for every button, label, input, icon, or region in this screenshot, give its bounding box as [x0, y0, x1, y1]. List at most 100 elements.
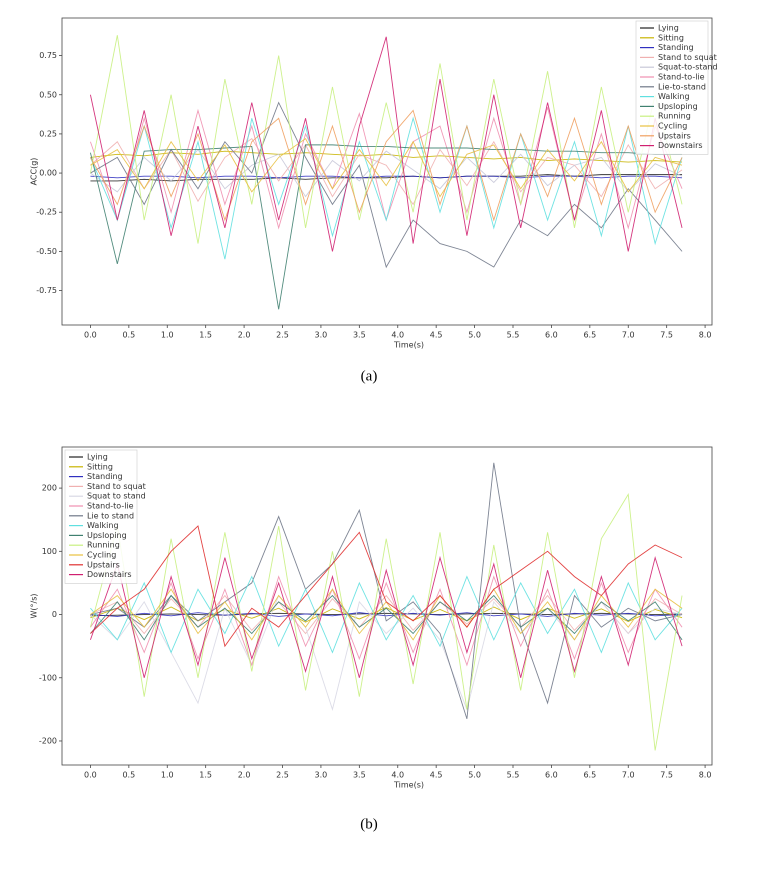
legend-label: Upstairs	[658, 131, 691, 140]
legend-label: Upstairs	[87, 560, 120, 569]
legend-label: Lie-to-stand	[658, 82, 706, 91]
caption: (b)	[360, 816, 378, 832]
x-tick-label: 5.0	[468, 331, 481, 340]
series-line	[90, 594, 683, 641]
x-tick-label: 2.5	[276, 771, 289, 780]
legend-label: Stand to squat	[87, 482, 146, 491]
series-line	[89, 144, 683, 310]
x-tick-label: 2.0	[238, 331, 251, 340]
x-tick-label: 0.5	[122, 771, 135, 780]
x-tick-label: 4.0	[391, 771, 404, 780]
legend-label: Stand to squat	[658, 53, 717, 62]
x-tick-label: 3.5	[353, 331, 366, 340]
x-tick-label: 5.5	[507, 771, 520, 780]
legend-label: Cycling	[658, 122, 687, 131]
x-tick-label: 3.0	[315, 771, 328, 780]
x-tick-label: 7.0	[622, 331, 635, 340]
series-line	[90, 148, 683, 198]
x-axis-label: Time(s)	[393, 341, 424, 350]
series-line	[90, 137, 683, 206]
y-tick-label: 0	[52, 610, 57, 619]
legend-label: Upsloping	[658, 102, 698, 111]
x-tick-label: 8.0	[699, 771, 712, 780]
legend-label: Walking	[658, 92, 690, 101]
y-tick-label: 0.50	[39, 90, 57, 99]
legend-label: Downstairs	[87, 570, 132, 579]
legend-label: Walking	[87, 521, 119, 530]
legend-label: Running	[658, 112, 691, 121]
series-line	[90, 116, 683, 260]
legend-label: Standing	[87, 472, 123, 481]
caption: (a)	[361, 368, 378, 384]
x-tick-label: 4.5	[430, 331, 443, 340]
x-tick-label: 1.0	[161, 331, 174, 340]
x-tick-label: 6.0	[545, 331, 558, 340]
x-tick-label: 4.5	[430, 771, 443, 780]
x-tick-label: 2.5	[276, 331, 289, 340]
plot-frame	[61, 17, 713, 326]
y-tick-label: -0.75	[36, 286, 57, 295]
legend-label: Stand-to-lie	[658, 73, 705, 82]
series-line	[90, 594, 683, 711]
x-tick-label: 8.0	[699, 331, 712, 340]
legend-label: Running	[87, 541, 120, 550]
x-tick-label: 6.0	[545, 771, 558, 780]
series-line	[90, 525, 683, 648]
series-line	[90, 575, 683, 654]
legend-label: Downstairs	[658, 141, 703, 150]
y-tick-label: 100	[42, 547, 57, 556]
x-tick-label: 0.0	[84, 771, 97, 780]
legend-box	[64, 449, 138, 584]
x-tick-label: 1.0	[161, 771, 174, 780]
x-tick-label: 5.5	[507, 331, 520, 340]
legend-label: Sitting	[658, 33, 684, 42]
x-tick-label: 3.0	[315, 331, 328, 340]
legend-label: Upsloping	[87, 531, 127, 540]
plot-frame	[61, 446, 713, 766]
legend-label: Lying	[87, 453, 108, 462]
x-tick-label: 7.0	[622, 771, 635, 780]
series-line	[90, 462, 683, 719]
legend-label: Lying	[658, 24, 679, 33]
x-tick-label: 7.5	[660, 331, 673, 340]
y-tick-label: 0.75	[39, 51, 57, 60]
x-tick-label: 0.0	[84, 331, 97, 340]
series-line	[90, 612, 683, 617]
series-line	[89, 35, 683, 244]
series-line	[90, 109, 683, 222]
x-tick-label: 1.5	[199, 771, 212, 780]
series-line	[90, 555, 683, 678]
y-tick-label: -0.50	[36, 247, 57, 256]
legend-box	[635, 20, 709, 155]
x-tick-label: 6.5	[583, 771, 596, 780]
legend-label: Cycling	[87, 551, 116, 560]
x-tick-label: 7.5	[660, 771, 673, 780]
x-tick-label: 6.5	[583, 331, 596, 340]
x-tick-label: 2.0	[238, 771, 251, 780]
series-line	[89, 36, 683, 252]
y-axis-label: ACC(g)	[30, 158, 39, 186]
legend-label: Stand-to-lie	[87, 502, 134, 511]
series-line	[90, 175, 683, 179]
y-tick-label: 0.00	[39, 169, 57, 178]
y-tick-label: -200	[39, 736, 57, 745]
legend-label: Standing	[658, 43, 694, 52]
legend-label: Sitting	[87, 462, 113, 471]
y-tick-label: 0.25	[39, 129, 57, 138]
legend-label: Squat-to-stand	[658, 63, 718, 72]
legend-label: Squat to stand	[87, 492, 146, 501]
series-line	[90, 137, 683, 198]
x-tick-label: 0.5	[122, 331, 135, 340]
x-tick-label: 3.5	[353, 771, 366, 780]
series-line	[89, 493, 683, 751]
y-tick-label: 200	[42, 484, 57, 493]
legend-label: Lie to stand	[87, 511, 134, 520]
x-tick-label: 1.5	[199, 331, 212, 340]
series-line	[90, 594, 683, 635]
x-axis-label: Time(s)	[393, 781, 424, 790]
x-tick-label: 4.0	[391, 331, 404, 340]
y-tick-label: -100	[39, 673, 57, 682]
x-tick-label: 5.0	[468, 771, 481, 780]
y-tick-label: -0.25	[36, 208, 57, 217]
